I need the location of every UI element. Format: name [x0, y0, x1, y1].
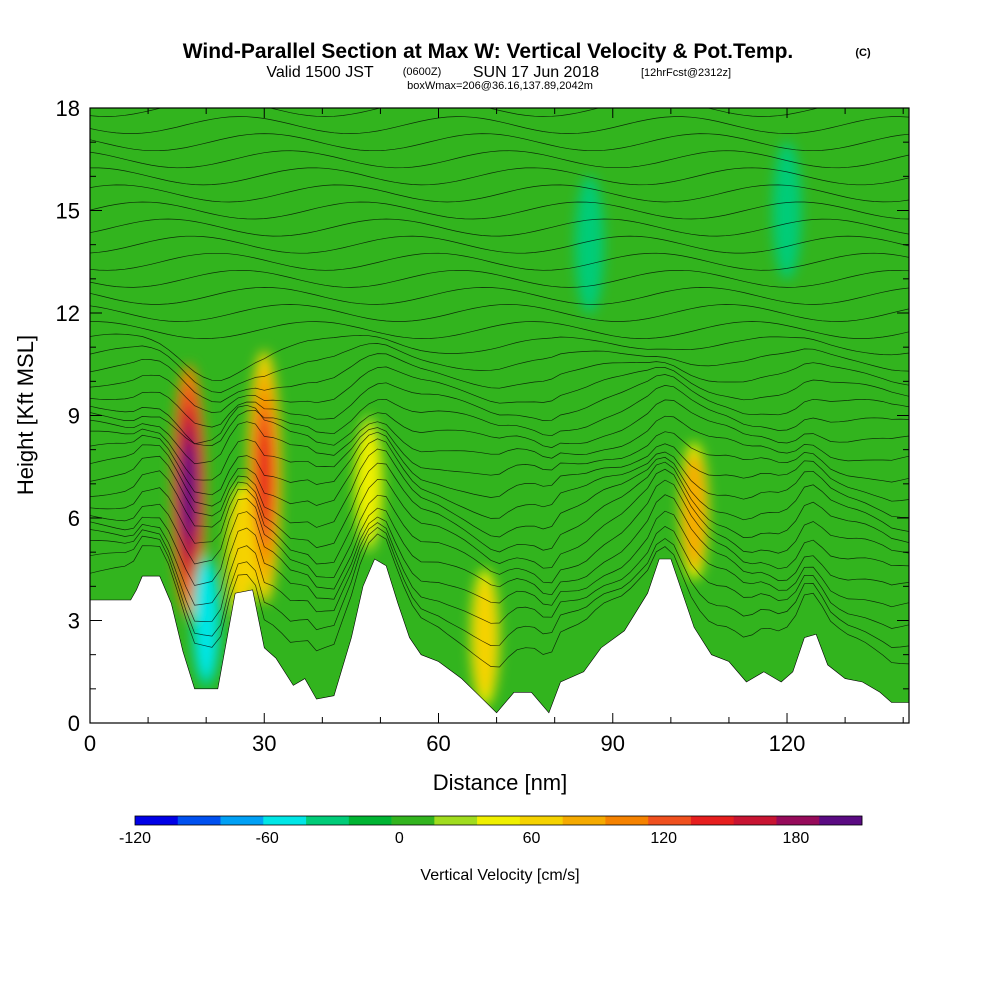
- colorbar-swatch: [819, 816, 863, 825]
- pot-temp-contour: [90, 510, 909, 608]
- pot-temp-contour: [90, 468, 909, 569]
- pot-temp-contour: [90, 353, 909, 403]
- colorbar-swatch: [177, 816, 221, 825]
- colorbar-frame: [134, 815, 863, 826]
- colorbar-label: 60: [523, 830, 541, 847]
- y-axis: 0 3 6 9 12 15 18: [56, 96, 909, 736]
- pot-temp-contour: [90, 415, 909, 465]
- x-tick-label: 0: [84, 731, 96, 756]
- colorbar-swatch: [562, 816, 606, 825]
- colorbar-swatch: [391, 816, 435, 825]
- velocity-cell: [774, 152, 800, 269]
- x-axis: 0 30 60 90 120: [84, 108, 904, 756]
- colorbar-swatch: [348, 816, 392, 825]
- colorbar-swatch: [519, 816, 563, 825]
- pot-temp-contour: [90, 366, 909, 413]
- y-tick-label: 3: [68, 609, 80, 634]
- pot-temp-contour: [90, 479, 909, 584]
- pot-temp-contour: [90, 218, 909, 237]
- pot-temp-contour: [90, 252, 909, 271]
- colorbar-swatch: [690, 816, 735, 825]
- subtitle-valid: Valid 1500 JST: [266, 64, 374, 81]
- x-tick-label: 30: [252, 731, 276, 756]
- pot-temp-contour: [90, 399, 909, 448]
- y-axis-label: Height [Kft MSL]: [13, 335, 38, 495]
- pot-temp-contours: [90, 108, 909, 668]
- chart-title: Wind-Parallel Section at Max W: Vertical…: [183, 40, 794, 63]
- pot-temp-contour: [90, 522, 909, 629]
- subtitle-fcst: [12hrFcst@2312z]: [641, 67, 731, 79]
- pot-temp-contour: [90, 269, 909, 288]
- y-tick-label: 12: [56, 301, 80, 326]
- pot-temp-contour: [90, 461, 909, 553]
- pot-temp-contour: [90, 431, 909, 502]
- colorbar-swatch: [477, 816, 521, 825]
- colorbar-swatch: [220, 816, 264, 825]
- plot-background: [90, 108, 909, 723]
- colorbar-swatch: [306, 816, 350, 825]
- colorbar-swatch: [434, 816, 478, 825]
- colorbar-swatch: [605, 816, 649, 825]
- colorbar-swatch: [648, 816, 692, 825]
- velocity-cell: [193, 562, 219, 679]
- pot-temp-contour: [90, 333, 909, 382]
- pot-temp-contour: [90, 304, 909, 322]
- pot-temp-contour: [90, 287, 909, 305]
- pot-temp-contour: [90, 343, 909, 393]
- colorbar-label: 0: [395, 830, 404, 847]
- x-tick-label: 90: [601, 731, 625, 756]
- y-tick-label: 0: [68, 711, 80, 736]
- velocity-cell: [182, 443, 196, 538]
- pot-temp-contour: [90, 438, 909, 519]
- chart-title-mark: (C): [855, 47, 871, 59]
- pot-temp-contour: [90, 526, 909, 648]
- x-tick-label: 60: [426, 731, 450, 756]
- pot-temp-contour: [90, 108, 820, 117]
- pot-temp-contour: [90, 533, 909, 668]
- pot-temp-contour: [90, 427, 909, 483]
- x-tick-label: 120: [769, 731, 806, 756]
- velocity-cell: [257, 429, 271, 525]
- velocity-cell: [356, 425, 382, 543]
- plot-area: [90, 108, 909, 723]
- y-tick-label: 18: [56, 96, 80, 121]
- pot-temp-contour: [90, 150, 909, 169]
- pot-temp-contour: [90, 133, 909, 152]
- colorbar-swatch: [135, 816, 179, 825]
- velocity-cell: [681, 452, 707, 570]
- pot-temp-contour: [90, 116, 909, 134]
- colorbar-label: -60: [256, 830, 279, 847]
- pot-temp-contour: [90, 321, 909, 339]
- y-tick-label: 15: [56, 199, 80, 224]
- colorbar: [134, 815, 863, 826]
- colorbar-label: -120: [119, 830, 151, 847]
- subtitle-date: SUN 17 Jun 2018: [473, 64, 599, 81]
- terrain-mask: [90, 558, 909, 723]
- pot-temp-contour: [90, 201, 909, 220]
- colorbar-labels: -120 -60 0 60 120 180: [119, 830, 809, 847]
- colorbar-label: 180: [783, 830, 810, 847]
- pot-temp-contour: [90, 385, 909, 446]
- x-axis-label: Distance [nm]: [433, 770, 568, 795]
- pot-temp-contour: [90, 448, 909, 538]
- colorbar-label: 120: [650, 830, 677, 847]
- y-tick-label: 6: [68, 506, 80, 531]
- subtitle-z: (0600Z): [403, 66, 442, 78]
- pot-temp-contour: [90, 235, 909, 254]
- pot-temp-contour: [90, 184, 909, 203]
- colorbar-title: Vertical Velocity [cm/s]: [420, 867, 579, 884]
- subtitle-box: boxWmax=206@36.16,137.89,2042m: [407, 80, 593, 92]
- colorbar-swatch: [263, 816, 307, 825]
- velocity-field: [171, 141, 802, 707]
- pot-temp-contour: [90, 374, 909, 428]
- y-tick-label: 9: [68, 404, 80, 429]
- colorbar-swatch: [776, 816, 820, 825]
- colorbar-swatch: [733, 816, 777, 825]
- pot-temp-contour: [90, 494, 909, 596]
- pot-temp-contour: [90, 167, 909, 186]
- velocity-cell: [577, 186, 602, 303]
